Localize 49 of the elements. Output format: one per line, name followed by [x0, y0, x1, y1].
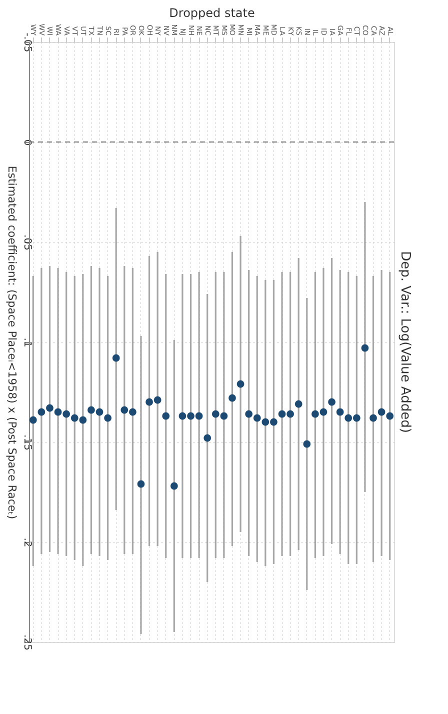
point [70, 414, 78, 422]
point [236, 380, 244, 388]
point [361, 344, 369, 352]
point [128, 408, 136, 416]
y-tick-label: .25 [22, 634, 32, 650]
y-axis-title: Estimated coefficient: (Space Placeᵢ<1958) x (Post Space Raceₜ) [6, 166, 18, 520]
point [170, 482, 178, 490]
point [278, 410, 286, 418]
point [54, 408, 62, 416]
point [38, 408, 46, 416]
point [120, 406, 128, 414]
point [352, 414, 360, 422]
point [137, 480, 145, 488]
point [146, 398, 153, 406]
point [162, 412, 170, 420]
point [253, 414, 261, 422]
point [294, 400, 302, 408]
point [154, 396, 162, 404]
y-tick-label: .1 [22, 338, 32, 348]
point [62, 410, 70, 418]
point [88, 406, 95, 414]
point [195, 412, 203, 420]
point [204, 434, 212, 442]
point [228, 394, 236, 402]
point [262, 418, 270, 426]
point [270, 418, 278, 426]
point [328, 398, 336, 406]
point [320, 408, 328, 416]
point [344, 414, 352, 422]
point [96, 408, 104, 416]
point [104, 414, 112, 422]
point [245, 410, 253, 418]
point [29, 416, 37, 424]
point [46, 404, 54, 412]
point [378, 408, 386, 416]
point [112, 354, 120, 362]
point [212, 410, 220, 418]
point [187, 412, 194, 420]
point [386, 412, 394, 420]
point [311, 410, 319, 418]
point [220, 412, 228, 420]
point [370, 414, 377, 422]
point [178, 412, 186, 420]
text: Dep. Var.: Log(Value Added) [398, 251, 413, 433]
point [336, 408, 344, 416]
point [303, 440, 311, 448]
point [79, 416, 87, 424]
point [286, 410, 294, 418]
x-axis-title: Dropped state [169, 6, 255, 20]
